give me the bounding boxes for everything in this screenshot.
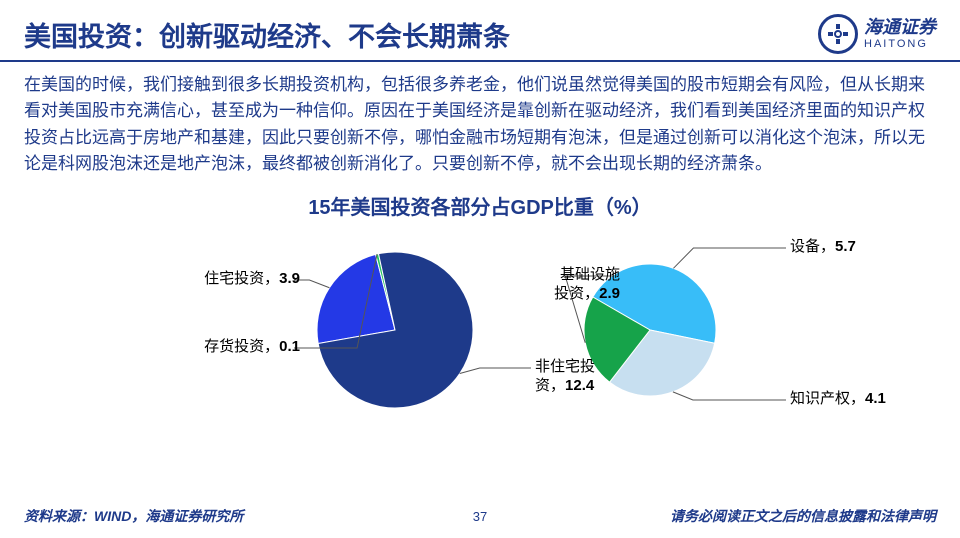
chart-label: 存货投资，0.1 bbox=[190, 338, 300, 357]
logo-text-en: HAITONG bbox=[864, 38, 936, 50]
page-title: 美国投资：创新驱动经济、不会长期萧条 bbox=[24, 15, 510, 54]
body-paragraph: 在美国的时候，我们接触到很多长期投资机构，包括很多养老金，他们说虽然觉得美国的股… bbox=[0, 62, 960, 185]
chart-label: 住宅投资，3.9 bbox=[190, 270, 300, 289]
chart-label: 知识产权，4.1 bbox=[790, 390, 886, 409]
chart-label: 设备，5.7 bbox=[790, 238, 856, 257]
footer: 资料来源：WIND，海通证券研究所 37 请务必阅读正文之后的信息披露和法律声明 bbox=[0, 506, 960, 526]
chart-label: 非住宅投资，12.4 bbox=[535, 358, 595, 396]
logo: 海通证券 HAITONG bbox=[818, 14, 936, 54]
logo-text-cn: 海通证券 bbox=[864, 18, 936, 38]
footer-source: 资料来源：WIND，海通证券研究所 bbox=[24, 506, 243, 526]
page-number: 37 bbox=[473, 509, 487, 524]
chart-label: 基础设施投资，2.9 bbox=[510, 266, 620, 304]
chart-area: 住宅投资，3.9 存货投资，0.1 非住宅投资，12.4 设备，5.7 知识产权，4.1… bbox=[0, 220, 960, 440]
logo-icon bbox=[818, 14, 858, 54]
chart-title: 15年美国投资各部分占GDP比重（%） bbox=[0, 191, 960, 220]
footer-disclaimer: 请务必阅读正文之后的信息披露和法律声明 bbox=[670, 506, 936, 526]
header: 美国投资：创新驱动经济、不会长期萧条 海通证券 HAITONG bbox=[0, 0, 960, 62]
